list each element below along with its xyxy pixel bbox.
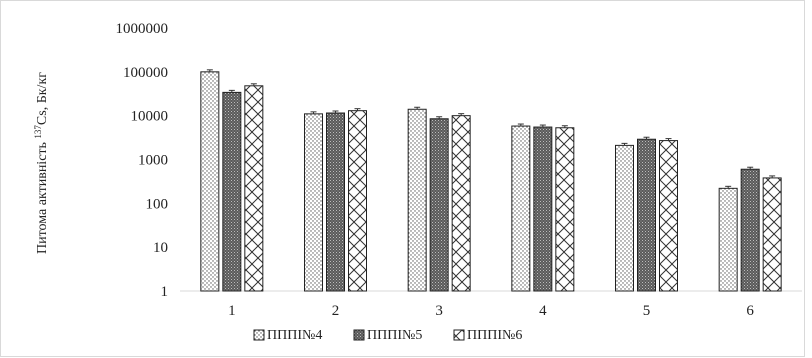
x-tick-label: 6 bbox=[746, 303, 754, 319]
legend-swatch bbox=[453, 329, 465, 341]
bar bbox=[740, 168, 760, 292]
bar bbox=[304, 113, 323, 292]
x-tick-label: 2 bbox=[332, 303, 340, 319]
x-tick-label: 1 bbox=[228, 303, 236, 319]
bar bbox=[511, 125, 531, 292]
legend-label: ПППІ№6 bbox=[467, 328, 522, 343]
legend-swatch bbox=[353, 329, 365, 341]
bar bbox=[348, 110, 367, 292]
bar bbox=[718, 187, 738, 292]
y-axis-title-prefix: Питома активність bbox=[35, 139, 50, 254]
bar bbox=[637, 138, 656, 292]
bar bbox=[244, 85, 264, 292]
y-axis-title: Питома активність 137Cs, Бк/кг bbox=[33, 72, 50, 254]
x-tick-label: 5 bbox=[643, 303, 651, 319]
y-tick-label: 1000 bbox=[138, 153, 168, 169]
bar bbox=[615, 144, 634, 292]
y-tick-label: 10000 bbox=[131, 109, 169, 125]
bar bbox=[555, 127, 575, 292]
x-tick-labels: 1 2 3 4 5 6 bbox=[228, 303, 754, 319]
legend-swatch bbox=[253, 329, 265, 341]
y-tick-label: 1 bbox=[161, 284, 169, 300]
legend-label: ПППІ№4 bbox=[267, 328, 322, 343]
bar bbox=[533, 126, 553, 292]
bar bbox=[659, 140, 678, 292]
x-tick-label: 4 bbox=[539, 303, 547, 319]
bar bbox=[407, 108, 427, 292]
legend: ПППІ№4 ПППІ№5 ПППІ№6 bbox=[253, 328, 522, 343]
bar bbox=[326, 112, 345, 292]
x-tick-label: 3 bbox=[435, 303, 443, 319]
y-tick-label: 1000000 bbox=[116, 21, 169, 37]
legend-label: ПППІ№5 bbox=[367, 328, 422, 343]
y-axis-title-suffix: Cs, Бк/кг bbox=[35, 72, 50, 125]
y-tick-label: 100000 bbox=[123, 65, 168, 81]
y-axis-title-sup: 137 bbox=[33, 125, 43, 139]
bar bbox=[200, 71, 220, 292]
bar bbox=[222, 91, 242, 292]
y-tick-label: 100 bbox=[146, 196, 169, 212]
bar bbox=[429, 118, 449, 292]
bars bbox=[200, 69, 782, 292]
y-axis-title-text: Питома активність 137Cs, Бк/кг bbox=[33, 72, 50, 254]
bar bbox=[762, 177, 782, 292]
bar bbox=[451, 115, 471, 292]
y-tick-label: 10 bbox=[153, 240, 168, 256]
y-tick-labels: 1 10 100 1000 10000 100000 1000000 bbox=[116, 21, 169, 300]
